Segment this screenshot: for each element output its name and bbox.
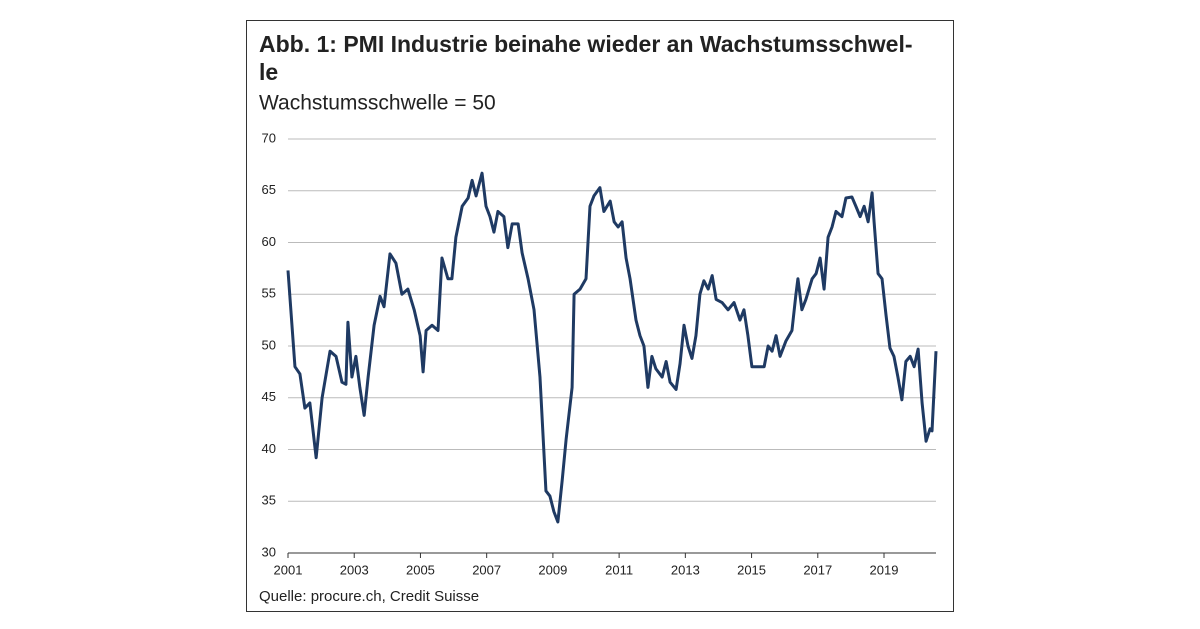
y-tick-label: 70 — [262, 130, 276, 145]
x-tick-label: 2001 — [274, 562, 303, 577]
y-tick-label: 60 — [262, 234, 276, 249]
y-tick-label: 30 — [262, 544, 276, 559]
x-tick-label: 2015 — [737, 562, 766, 577]
x-tick-label: 2007 — [472, 562, 501, 577]
x-tick-label: 2017 — [803, 562, 832, 577]
frame — [246, 20, 954, 612]
chart-title: le — [259, 59, 278, 85]
x-tick-label: 2013 — [671, 562, 700, 577]
y-tick-label: 65 — [262, 182, 276, 197]
x-tick-label: 2005 — [406, 562, 435, 577]
y-tick-label: 45 — [262, 389, 276, 404]
line-series — [286, 171, 938, 524]
y-tick-label: 35 — [262, 493, 276, 508]
chart-subtitle: Wachstumsschwelle = 50 — [259, 92, 496, 115]
x-tick-label: 2019 — [870, 562, 899, 577]
y-tick-label: 50 — [262, 337, 276, 352]
x-tick-label: 2009 — [538, 562, 567, 577]
x-tick-label: 2011 — [605, 562, 633, 577]
y-tick-label: 40 — [262, 441, 276, 456]
x-tick-label: 2003 — [340, 562, 369, 577]
chart-title: Abb. 1: PMI Industrie beinahe wieder an … — [259, 31, 913, 57]
source: Quelle: procure.ch, Credit Suisse — [259, 588, 479, 605]
y-tick-label: 55 — [262, 286, 276, 301]
